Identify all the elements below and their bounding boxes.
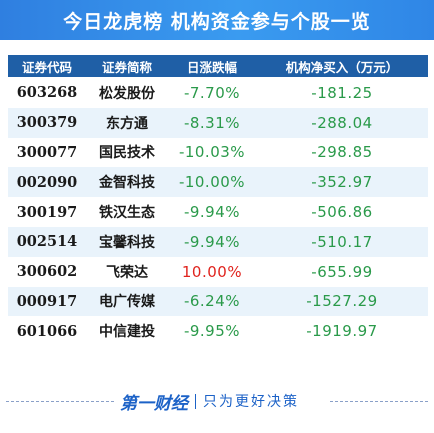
page-title: 今日龙虎榜 机构资金参与个股一览 (0, 0, 434, 40)
daily-change: -9.94% (183, 203, 241, 222)
stock-name: 金智科技 (99, 175, 155, 192)
daily-change: -9.94% (183, 232, 241, 251)
divider (6, 401, 114, 402)
table-row: 002514 宝馨科技 -9.94% -510.17 (8, 226, 428, 257)
net-buy-amount: -181.25 (311, 83, 373, 102)
table-header: 证券代码 证券简称 日涨跌幅 机构净买入（万元） (8, 55, 428, 77)
daily-change: 10.00% (181, 262, 243, 281)
header-change: 日涨跌幅 (186, 59, 237, 75)
divider (330, 401, 428, 402)
stock-code: 002514 (16, 233, 78, 251)
stock-code: 000917 (16, 292, 78, 310)
net-buy-amount: -510.17 (311, 232, 373, 251)
daily-change: -6.24% (183, 292, 241, 311)
brand-slogan: 只为更好决策 (203, 394, 299, 410)
stock-name: 东方通 (106, 115, 148, 132)
stock-code: 300379 (16, 114, 78, 132)
divider (195, 393, 196, 409)
stock-name: 国民技术 (99, 145, 155, 162)
stock-name: 松发股份 (99, 85, 155, 102)
stock-name: 铁汉生态 (99, 205, 155, 222)
header-net-buy: 机构净买入（万元） (285, 59, 399, 75)
header-code: 证券代码 (21, 59, 72, 75)
stock-code: 300602 (16, 263, 78, 281)
brand-logo: 第一财经 (120, 393, 188, 414)
stock-name: 飞荣达 (106, 264, 148, 281)
header-name: 证券简称 (101, 59, 152, 75)
net-buy-amount: -1527.29 (306, 292, 378, 311)
net-buy-amount: -655.99 (311, 262, 373, 281)
daily-change: -9.95% (183, 322, 241, 341)
stock-table: 603268 松发股份 -7.70% -181.25 300379 东方通 -8… (8, 78, 428, 347)
stock-name: 电广传媒 (99, 294, 155, 311)
daily-change: -10.00% (178, 173, 246, 192)
stock-code: 603268 (16, 84, 78, 102)
table-row: 601066 中信建投 -9.95% -1919.97 (8, 316, 428, 347)
table-row: 603268 松发股份 -7.70% -181.25 (8, 78, 428, 108)
table-row: 300197 铁汉生态 -9.94% -506.86 (8, 197, 428, 227)
daily-change: -10.03% (178, 143, 246, 162)
table-row: 300602 飞荣达 10.00% -655.99 (8, 256, 428, 287)
stock-code: 300197 (16, 203, 78, 221)
stock-code: 601066 (16, 322, 78, 340)
table-row: 002090 金智科技 -10.00% -352.97 (8, 167, 428, 198)
brand-lockup: 第一财经 只为更好决策 (120, 390, 299, 414)
net-buy-amount: -298.85 (311, 143, 373, 162)
table-row: 300379 东方通 -8.31% -288.04 (8, 107, 428, 138)
stock-name: 中信建投 (99, 324, 155, 341)
net-buy-amount: -288.04 (311, 113, 373, 132)
table-row: 000917 电广传媒 -6.24% -1527.29 (8, 286, 428, 317)
net-buy-amount: -352.97 (311, 173, 373, 192)
footer: 第一财经 只为更好决策 (0, 390, 434, 414)
daily-change: -8.31% (183, 113, 241, 132)
net-buy-amount: -1919.97 (306, 322, 378, 341)
stock-name: 宝馨科技 (99, 234, 155, 251)
stock-code: 300077 (16, 143, 78, 161)
daily-change: -7.70% (183, 83, 241, 102)
net-buy-amount: -506.86 (311, 203, 373, 222)
table-row: 300077 国民技术 -10.03% -298.85 (8, 137, 428, 168)
stock-code: 002090 (16, 173, 78, 191)
